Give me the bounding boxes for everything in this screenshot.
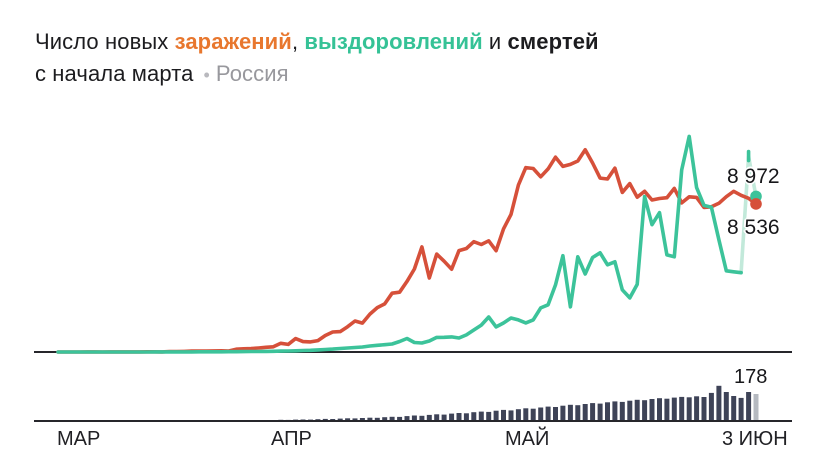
- recoveries-line: [56, 134, 743, 354]
- deaths-bar: [657, 398, 662, 421]
- deaths-bar: [597, 403, 603, 421]
- deaths-bar: [389, 416, 395, 421]
- month-label-apr: АПР: [271, 428, 312, 450]
- deaths-bar: [612, 401, 618, 421]
- deaths-bar: [538, 407, 544, 421]
- deaths-bar: [359, 418, 365, 421]
- month-label-jun3: 3 ИЮН: [722, 428, 788, 450]
- deaths-bar: [627, 400, 633, 421]
- deaths-bar: [352, 418, 358, 421]
- deaths-bar: [731, 396, 737, 421]
- deaths-bar: [716, 385, 722, 421]
- month-label-may: МАЙ: [505, 428, 550, 450]
- month-label-mar: МАР: [57, 428, 101, 450]
- deaths-end-value: 178: [734, 366, 768, 388]
- infections-end-dot: [750, 198, 762, 210]
- deaths-bar: [649, 399, 655, 421]
- deaths-bar: [486, 411, 492, 421]
- deaths-bar: [560, 405, 566, 421]
- deaths-bar: [523, 408, 529, 421]
- deaths-bar: [434, 414, 440, 421]
- deaths-bar: [493, 410, 499, 421]
- deaths-bar: [345, 418, 351, 421]
- deaths-bar: [575, 405, 581, 421]
- deaths-bar: [708, 392, 714, 421]
- title-and-word: и: [482, 29, 508, 54]
- title-text-2: с начала марта: [35, 61, 194, 86]
- deaths-bar: [746, 392, 752, 421]
- deaths-bar: [441, 414, 447, 421]
- deaths-bar: [679, 396, 685, 421]
- deaths-bar: [515, 409, 521, 421]
- title-deaths-word: смертей: [507, 29, 599, 54]
- deaths-bar: [738, 397, 744, 421]
- deaths-bar: [382, 417, 388, 421]
- deaths-bar: [642, 400, 648, 421]
- deaths-bars: [226, 385, 759, 421]
- chart-title: Число новых заражений, выздоровлений и с…: [35, 26, 599, 91]
- deaths-bar: [501, 409, 506, 421]
- infections-end-value: 8 536: [727, 216, 780, 239]
- deaths-bar: [411, 415, 417, 421]
- deaths-bar: [664, 398, 670, 421]
- deaths-bar: [634, 399, 640, 421]
- deaths-bar: [426, 414, 432, 421]
- title-infections-word: заражений: [174, 29, 292, 54]
- deaths-bar: [397, 416, 403, 421]
- deaths-bar-current: [753, 394, 759, 421]
- deaths-bar: [337, 418, 343, 421]
- deaths-bar: [701, 397, 707, 421]
- title-text-1: Число новых: [35, 29, 175, 54]
- deaths-bar: [694, 396, 700, 421]
- deaths-bar: [567, 404, 573, 421]
- separator-dot-icon: •: [203, 65, 210, 85]
- deaths-bar: [671, 397, 677, 421]
- title-recoveries-word: выздоровлений: [304, 29, 483, 54]
- region-label: Россия: [215, 61, 289, 86]
- deaths-bar: [478, 411, 484, 421]
- deaths-bar: [619, 401, 625, 421]
- deaths-bar: [449, 413, 455, 421]
- deaths-bar: [686, 397, 692, 421]
- deaths-bar: [590, 403, 596, 421]
- deaths-bar: [508, 410, 514, 421]
- deaths-bar: [456, 413, 462, 421]
- deaths-bar: [605, 402, 610, 421]
- deaths-bar: [545, 406, 551, 421]
- deaths-bar: [419, 415, 425, 421]
- title-comma: ,: [291, 29, 305, 54]
- infections-line: [56, 148, 758, 354]
- deaths-bar: [322, 418, 328, 421]
- deaths-bar: [471, 412, 477, 421]
- recoveries-end-value: 8 972: [727, 165, 780, 188]
- deaths-bar: [582, 404, 588, 421]
- deaths-bar: [367, 417, 373, 421]
- deaths-bar: [463, 413, 469, 421]
- deaths-bar: [723, 392, 729, 421]
- deaths-bar: [553, 407, 558, 421]
- deaths-bar: [530, 408, 536, 421]
- deaths-bar: [374, 417, 380, 421]
- deaths-bar: [404, 416, 410, 421]
